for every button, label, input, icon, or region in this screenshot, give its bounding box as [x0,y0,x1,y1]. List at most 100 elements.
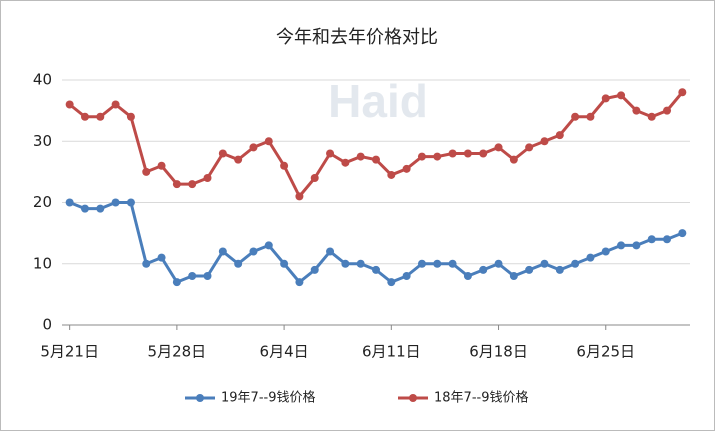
marker [463,149,472,158]
marker [509,155,518,164]
marker [234,155,243,164]
marker [586,112,595,121]
marker [126,112,135,121]
marker [448,149,457,158]
marker [525,265,534,274]
marker [80,112,89,121]
marker [249,143,258,152]
marker [96,204,105,213]
marker [417,259,426,268]
marker [402,164,411,173]
marker [172,278,181,287]
x-tick-label: 5月28日 [148,343,207,361]
marker [555,265,564,274]
marker [341,158,350,167]
marker [310,265,319,274]
marker [463,272,472,280]
legend-label: 19年7--9钱价格 [221,390,315,406]
marker [142,259,151,268]
x-tick-label: 6月4日 [260,343,309,361]
marker [617,91,626,100]
marker [341,259,350,268]
marker [494,259,503,268]
marker [678,88,687,97]
y-tick-label: 0 [42,316,52,334]
marker [96,112,105,121]
marker [509,272,518,280]
watermark: Haid [328,75,428,127]
marker [65,100,74,109]
marker [157,161,166,170]
marker [218,149,227,158]
marker [540,259,549,268]
marker [249,247,258,256]
legend-marker [409,394,417,402]
marker [647,235,656,244]
marker [234,259,243,268]
marker [647,112,656,121]
marker [65,198,74,207]
marker [417,152,426,161]
marker [280,259,289,268]
marker [326,247,335,256]
marker [448,259,457,268]
marker [433,152,442,161]
marker [372,155,380,164]
legend-marker [196,394,204,402]
marker [601,94,610,103]
marker [601,247,610,256]
marker [494,143,503,152]
marker [326,149,335,158]
marker [571,112,580,121]
x-tick-label: 6月18日 [469,343,528,361]
y-tick-label: 20 [33,193,52,211]
marker [571,259,580,268]
chart-title: 今年和去年价格对比 [276,27,438,48]
marker [126,198,135,207]
marker [188,180,197,189]
marker [387,170,396,179]
marker [525,143,534,152]
marker [280,161,289,170]
marker [632,241,641,250]
marker [172,180,181,189]
marker [264,137,273,146]
marker [663,235,672,244]
marker [372,265,380,274]
marker [586,253,595,262]
marker [617,241,626,250]
marker [387,278,396,287]
marker [632,106,641,115]
marker [479,265,488,274]
marker [142,167,151,176]
marker [203,272,212,280]
marker [295,192,304,201]
legend-label: 18年7--9钱价格 [434,390,528,406]
marker [111,198,120,207]
marker [264,241,273,250]
marker [356,259,365,268]
x-tick-label: 6月11日 [362,343,421,361]
marker [111,100,120,109]
x-tick-label: 5月21日 [40,343,99,361]
marker [540,137,549,146]
marker [203,174,212,182]
y-tick-label: 10 [33,254,52,272]
marker [433,259,442,268]
y-tick-label: 30 [33,132,52,150]
marker [157,253,166,262]
marker [555,131,564,140]
marker [295,278,304,287]
marker [188,272,197,280]
marker [356,152,365,161]
y-tick-label: 40 [33,71,52,89]
marker [663,106,672,115]
marker [402,272,411,280]
marker [678,229,687,238]
marker [218,247,227,256]
marker [479,149,488,158]
marker [310,174,319,182]
